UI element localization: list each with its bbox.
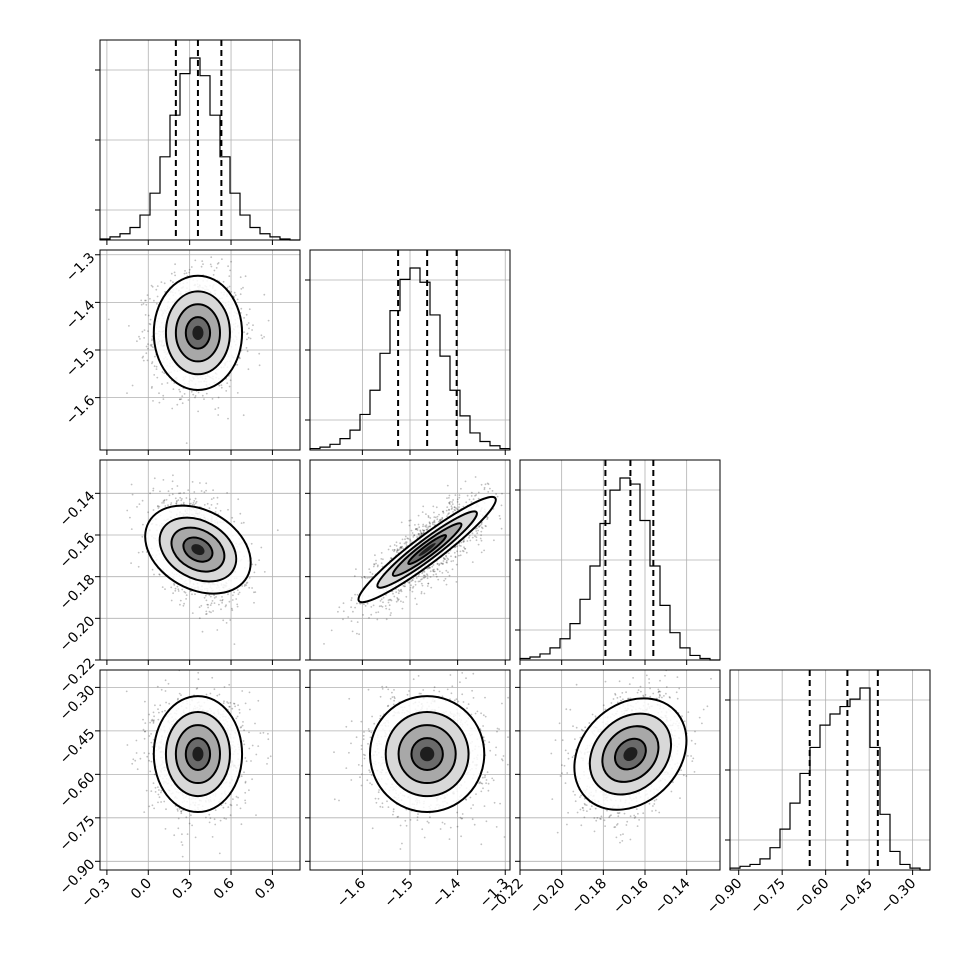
- y-tick-label-2-1: −0.16: [57, 530, 99, 572]
- contour-3-1-0: [369, 695, 486, 814]
- histogram-panel-2: [515, 459, 721, 665]
- histogram-outline-1: [309, 267, 511, 450]
- contour-2-0-3: [182, 536, 214, 563]
- contour-3-0-0: [152, 695, 244, 814]
- x-tick-label-2-3: −0.16: [610, 875, 652, 917]
- contour-1-0-2: [174, 303, 222, 363]
- y-tick-label-1-3: −1.6: [63, 393, 98, 428]
- contour-3-0-1: [164, 711, 231, 798]
- y-tick-label-1-2: −1.5: [63, 345, 98, 380]
- contour-2-0-1: [158, 516, 238, 583]
- y-tick-label-3-2: −0.60: [57, 769, 99, 811]
- x-tick-label-2-1: −0.20: [527, 876, 569, 918]
- histogram-outline-3: [729, 687, 930, 871]
- contour-3-1-2: [397, 724, 457, 785]
- x-tick-label-0-3: 0.6: [211, 875, 238, 902]
- y-tick-label-2-0: −0.14: [57, 488, 99, 530]
- contour-3-1-3: [410, 737, 444, 771]
- contour-1-0-0: [152, 274, 244, 391]
- scatter-panel-3-2: −0.22 −0.20 −0.18 −0.16 −0.14: [485, 669, 721, 918]
- histogram-panel-1: [305, 249, 511, 455]
- histogram-outline-0: [99, 57, 300, 241]
- x-tick-label-0-4: 0.9: [252, 876, 279, 903]
- histogram-outline-2: [519, 477, 720, 661]
- y-tick-label-3-3: −0.75: [57, 813, 99, 855]
- scatter-panel-2-0: −0.14−0.16−0.18−0.20−0.22: [57, 459, 301, 697]
- y-tick-label-2-3: −0.20: [57, 613, 99, 655]
- x-tick-label-3-3: −0.45: [834, 876, 876, 918]
- scatter-panel-3-1: −1.6 −1.5 −1.4 −1.3: [305, 669, 512, 911]
- contour-3-0-3: [184, 737, 212, 771]
- contour-3-2-2: [601, 725, 660, 783]
- histogram-panel-0: [95, 39, 301, 245]
- x-tick-label-0-1: 0.0: [128, 876, 155, 903]
- contour-3-1-1: [384, 711, 470, 798]
- y-tick-label-3-1: −0.45: [57, 726, 99, 768]
- x-tick-label-1-0: −1.6: [334, 875, 369, 910]
- x-tick-label-3-4: −0.30: [878, 876, 920, 918]
- contour-2-1-1: [376, 510, 478, 589]
- contour-2-1-2: [391, 522, 463, 577]
- x-tick-label-1-1: −1.5: [381, 876, 416, 911]
- x-tick-label-1-2: −1.4: [429, 875, 464, 910]
- contour-2-1-0: [357, 495, 497, 604]
- contour-2-0-0: [144, 504, 252, 595]
- y-tick-label-1-0: −1.3: [63, 250, 98, 285]
- contour-2-1-3: [407, 534, 448, 566]
- x-tick-label-2-4: −0.14: [652, 875, 694, 917]
- y-tick-label-2-2: −0.18: [57, 572, 99, 614]
- contour-3-2-1: [588, 712, 673, 796]
- histogram-panel-3: −0.90 −0.75 −0.60 −0.45 −0.30: [704, 669, 931, 918]
- x-tick-label-3-2: −0.60: [791, 876, 833, 918]
- contour-1-0-3: [184, 316, 212, 350]
- scatter-panel-2-1: [305, 459, 511, 665]
- x-tick-label-3-1: −0.75: [747, 876, 789, 918]
- contour-1-0-1: [164, 290, 231, 376]
- x-tick-label-2-2: −0.18: [569, 876, 611, 918]
- contour-3-2-0: [573, 697, 688, 811]
- x-tick-label-3-0: −0.90: [704, 876, 746, 918]
- scatter-panel-1-0: −1.3 −1.4 −1.5 −1.6: [63, 249, 301, 455]
- x-tick-label-0-2: 0.3: [169, 876, 196, 903]
- scatter-panel-3-0: −0.30−0.45−0.60−0.75−0.90−0.3 0.0 0.3 0.6 0.…: [57, 669, 301, 911]
- y-tick-label-1-1: −1.4: [63, 297, 98, 332]
- contour-3-0-2: [174, 724, 222, 785]
- contour-3-2-3: [614, 737, 647, 771]
- contour-2-0-2: [170, 526, 226, 573]
